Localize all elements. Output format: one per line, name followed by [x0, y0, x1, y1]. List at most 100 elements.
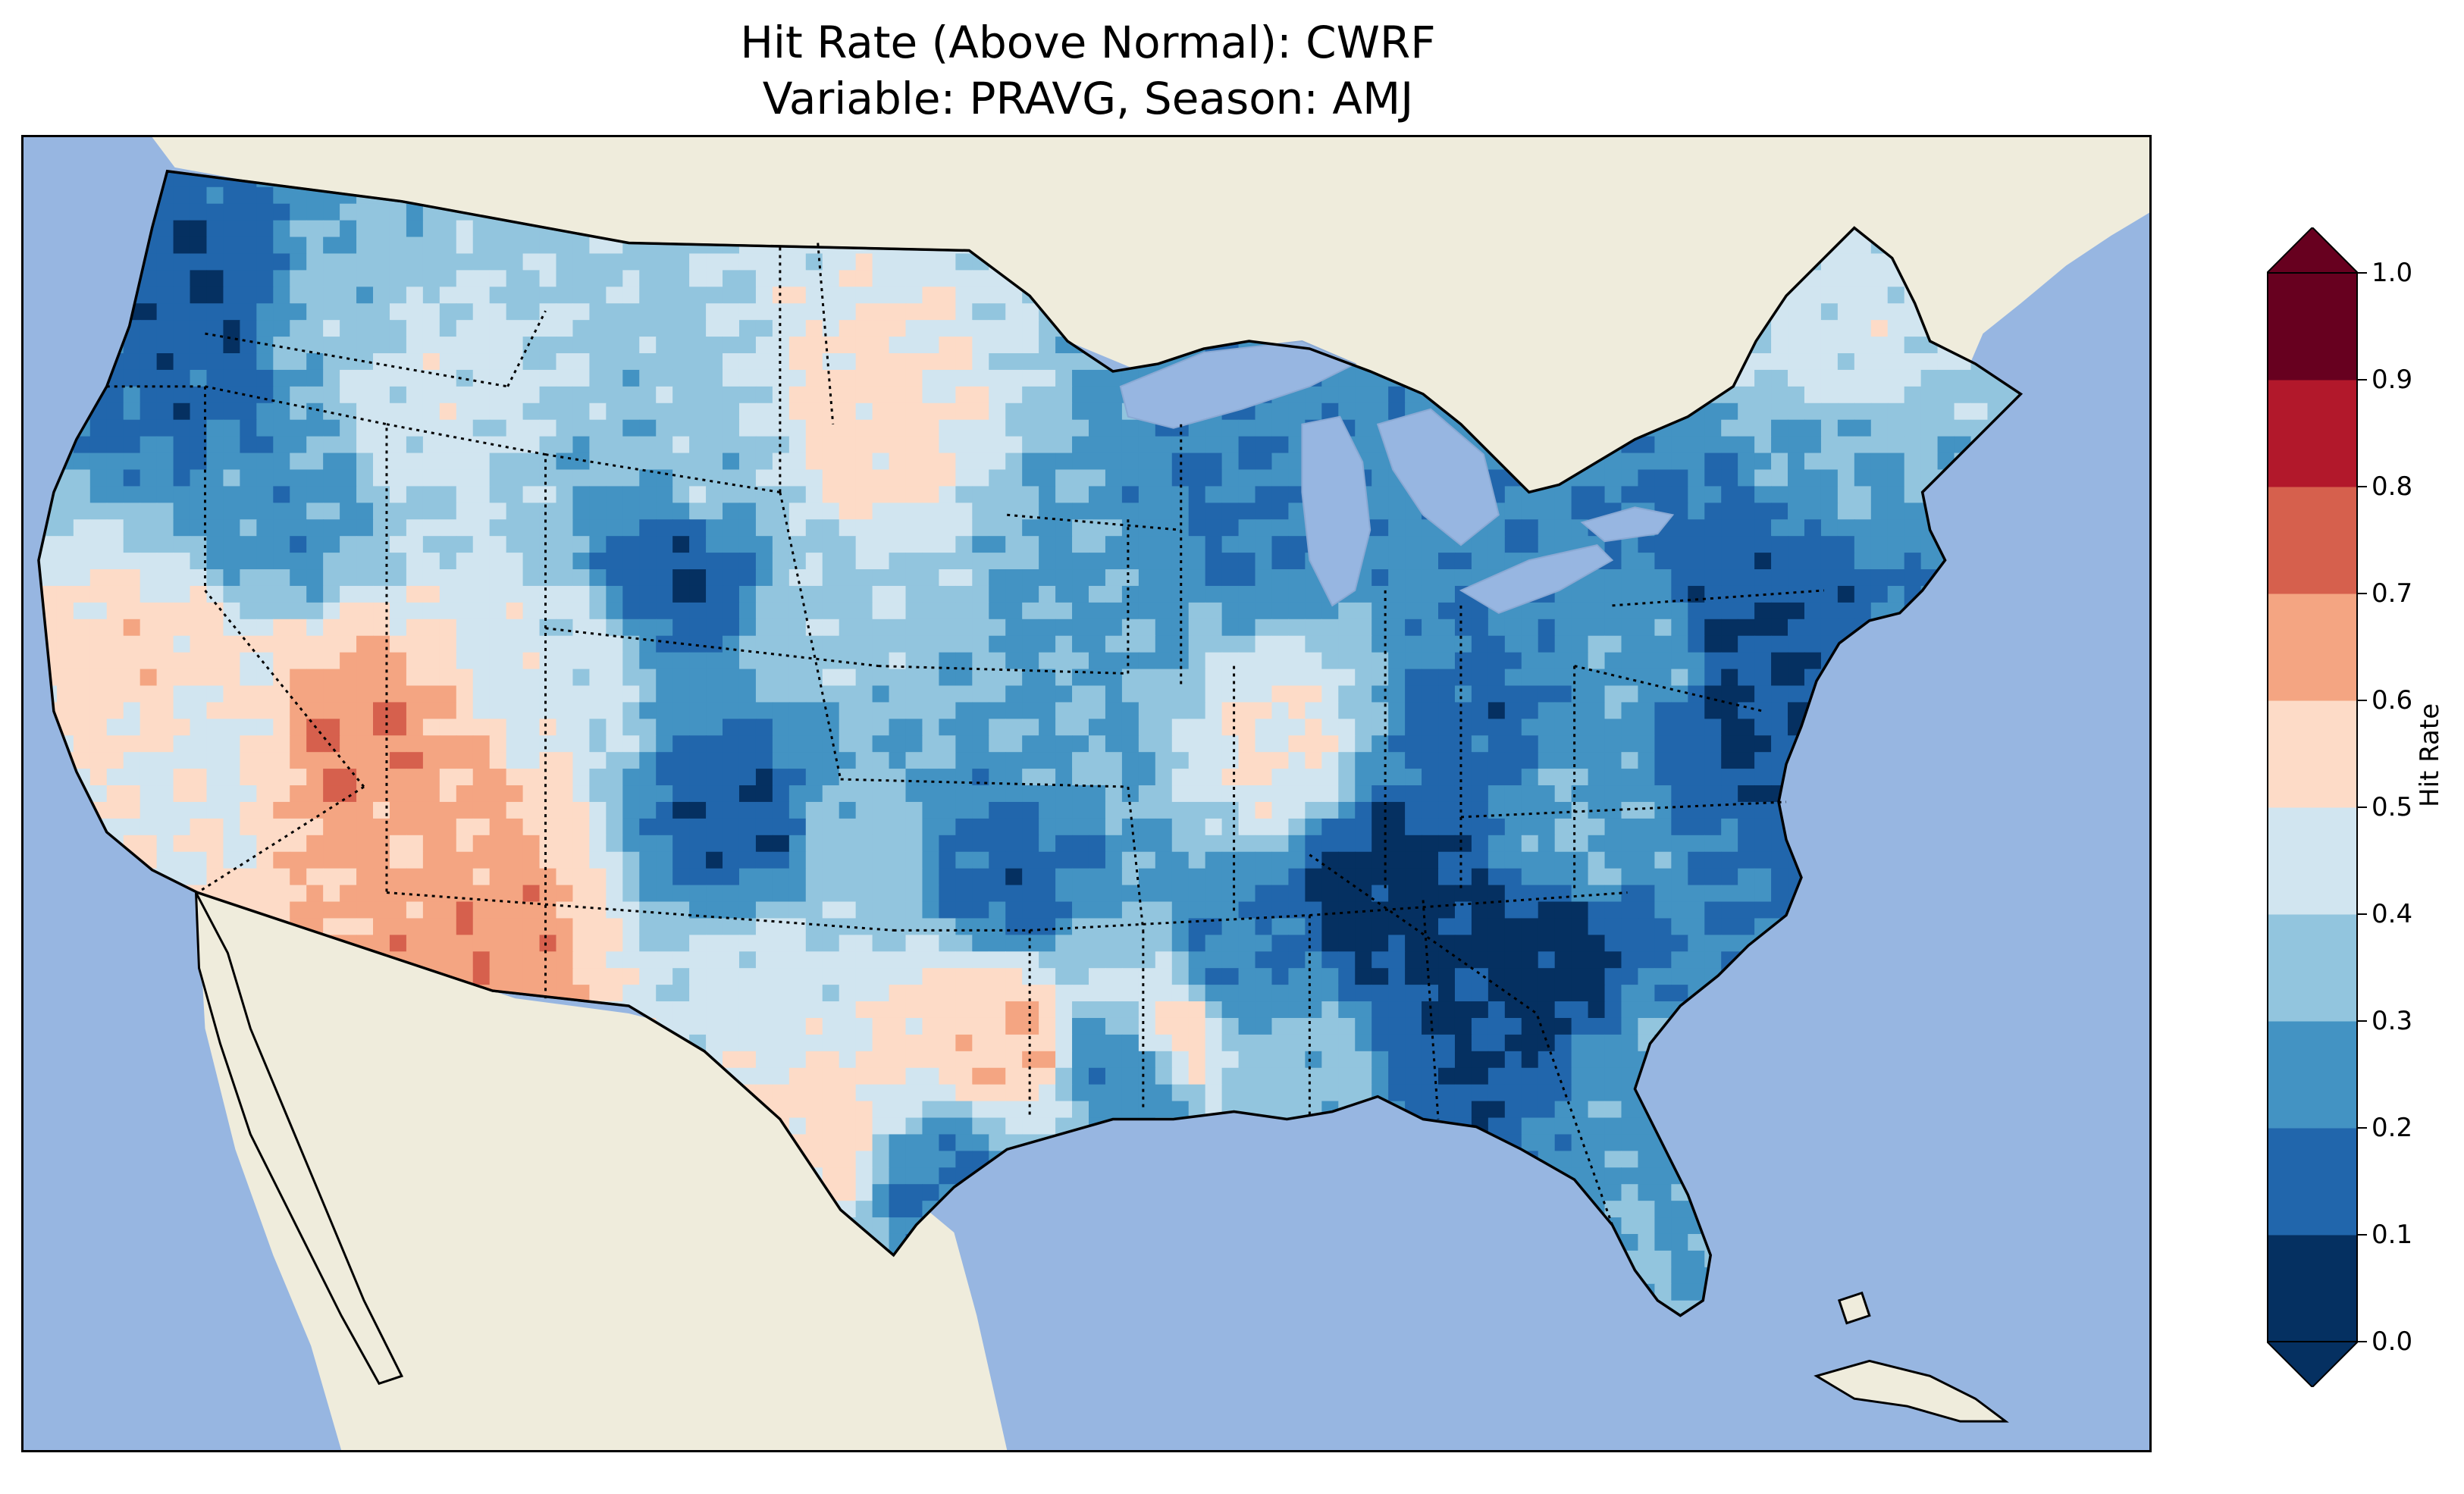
grid-cell	[472, 769, 491, 786]
grid-cell	[1171, 669, 1190, 687]
grid-cell	[1870, 602, 1889, 620]
grid-cell	[1321, 602, 1339, 620]
grid-cell	[1238, 769, 1256, 786]
grid-cell	[190, 220, 208, 238]
grid-cell	[522, 635, 541, 653]
grid-cell	[1870, 486, 1889, 503]
grid-cell	[1738, 419, 1755, 437]
grid-cell	[1721, 702, 1738, 719]
grid-cell	[755, 503, 773, 520]
grid-cell	[989, 337, 1006, 354]
grid-cell	[788, 735, 807, 753]
grid-cell	[788, 719, 807, 736]
grid-cell	[1205, 685, 1223, 703]
grid-cell	[1305, 769, 1322, 786]
grid-cell	[439, 652, 457, 670]
grid-cell	[738, 536, 757, 553]
grid-cell	[506, 270, 524, 287]
grid-cell	[822, 735, 840, 753]
grid-cell	[73, 519, 91, 537]
grid-cell	[1704, 702, 1722, 719]
grid-cell	[689, 303, 707, 321]
grid-cell	[589, 369, 607, 387]
grid-cell	[389, 536, 407, 553]
grid-cell	[56, 585, 74, 603]
grid-cell	[1288, 503, 1306, 520]
grid-cell	[706, 320, 723, 337]
grid-cell	[190, 536, 208, 553]
grid-cell	[506, 602, 524, 620]
grid-cell	[1887, 402, 1905, 421]
grid-cell	[1504, 503, 1522, 520]
grid-cell	[472, 353, 491, 371]
grid-cell	[606, 585, 623, 603]
grid-cell	[1754, 353, 1772, 371]
grid-cell	[706, 287, 723, 304]
grid-cell	[1072, 553, 1089, 570]
grid-cell	[656, 602, 673, 620]
grid-cell	[1288, 585, 1306, 603]
grid-cell	[456, 619, 474, 637]
grid-cell	[1422, 735, 1439, 753]
grid-cell	[1887, 469, 1905, 487]
grid-cell	[1288, 669, 1306, 687]
grid-cell	[622, 536, 640, 553]
grid-cell	[1571, 635, 1589, 653]
grid-cell	[223, 702, 240, 719]
grid-cell	[855, 719, 873, 736]
grid-cell	[738, 303, 757, 321]
grid-cell	[1355, 635, 1372, 653]
grid-cell	[123, 569, 141, 587]
grid-cell	[256, 270, 274, 287]
grid-cell	[1072, 453, 1089, 471]
grid-cell	[1155, 519, 1173, 537]
grid-cell	[1837, 619, 1855, 637]
grid-cell	[738, 652, 757, 670]
grid-cell	[273, 287, 290, 304]
grid-cell	[656, 453, 673, 471]
grid-cell	[755, 353, 773, 371]
grid-cell	[273, 186, 290, 205]
grid-cell	[606, 619, 623, 637]
grid-cell	[1271, 402, 1290, 421]
grid-cell	[872, 702, 890, 719]
grid-cell	[1438, 752, 1456, 769]
grid-cell	[1588, 486, 1606, 503]
grid-cell	[839, 685, 857, 703]
grid-cell	[622, 419, 640, 437]
grid-cell	[522, 702, 541, 719]
grid-cell	[1288, 635, 1306, 653]
grid-cell	[1138, 453, 1156, 471]
grid-cell	[1221, 536, 1240, 553]
grid-cell	[1788, 386, 1805, 404]
grid-cell	[1638, 619, 1655, 637]
grid-cell	[290, 436, 307, 454]
grid-cell	[422, 253, 440, 271]
grid-cell	[656, 402, 673, 421]
grid-cell	[1454, 669, 1472, 687]
grid-cell	[905, 735, 923, 753]
grid-cell	[755, 519, 773, 537]
grid-cell	[1188, 419, 1206, 437]
grid-cell	[589, 436, 607, 454]
grid-cell	[1854, 519, 1872, 537]
grid-cell	[1288, 469, 1306, 487]
grid-cell	[1704, 569, 1722, 587]
grid-cell	[989, 585, 1006, 603]
grid-cell	[606, 402, 623, 421]
grid-cell	[1604, 652, 1622, 670]
grid-cell	[1138, 486, 1156, 503]
grid-cell	[1155, 436, 1173, 454]
grid-cell	[1738, 669, 1755, 687]
grid-cell	[522, 287, 541, 304]
grid-cell	[706, 685, 723, 703]
grid-cell	[672, 752, 690, 769]
grid-cell	[1621, 635, 1639, 653]
grid-cell	[1288, 752, 1306, 769]
grid-cell	[656, 337, 673, 354]
grid-cell	[656, 320, 673, 337]
grid-cell	[972, 553, 989, 570]
grid-cell	[889, 569, 907, 587]
grid-cell	[672, 287, 690, 304]
grid-cell	[1671, 702, 1688, 719]
